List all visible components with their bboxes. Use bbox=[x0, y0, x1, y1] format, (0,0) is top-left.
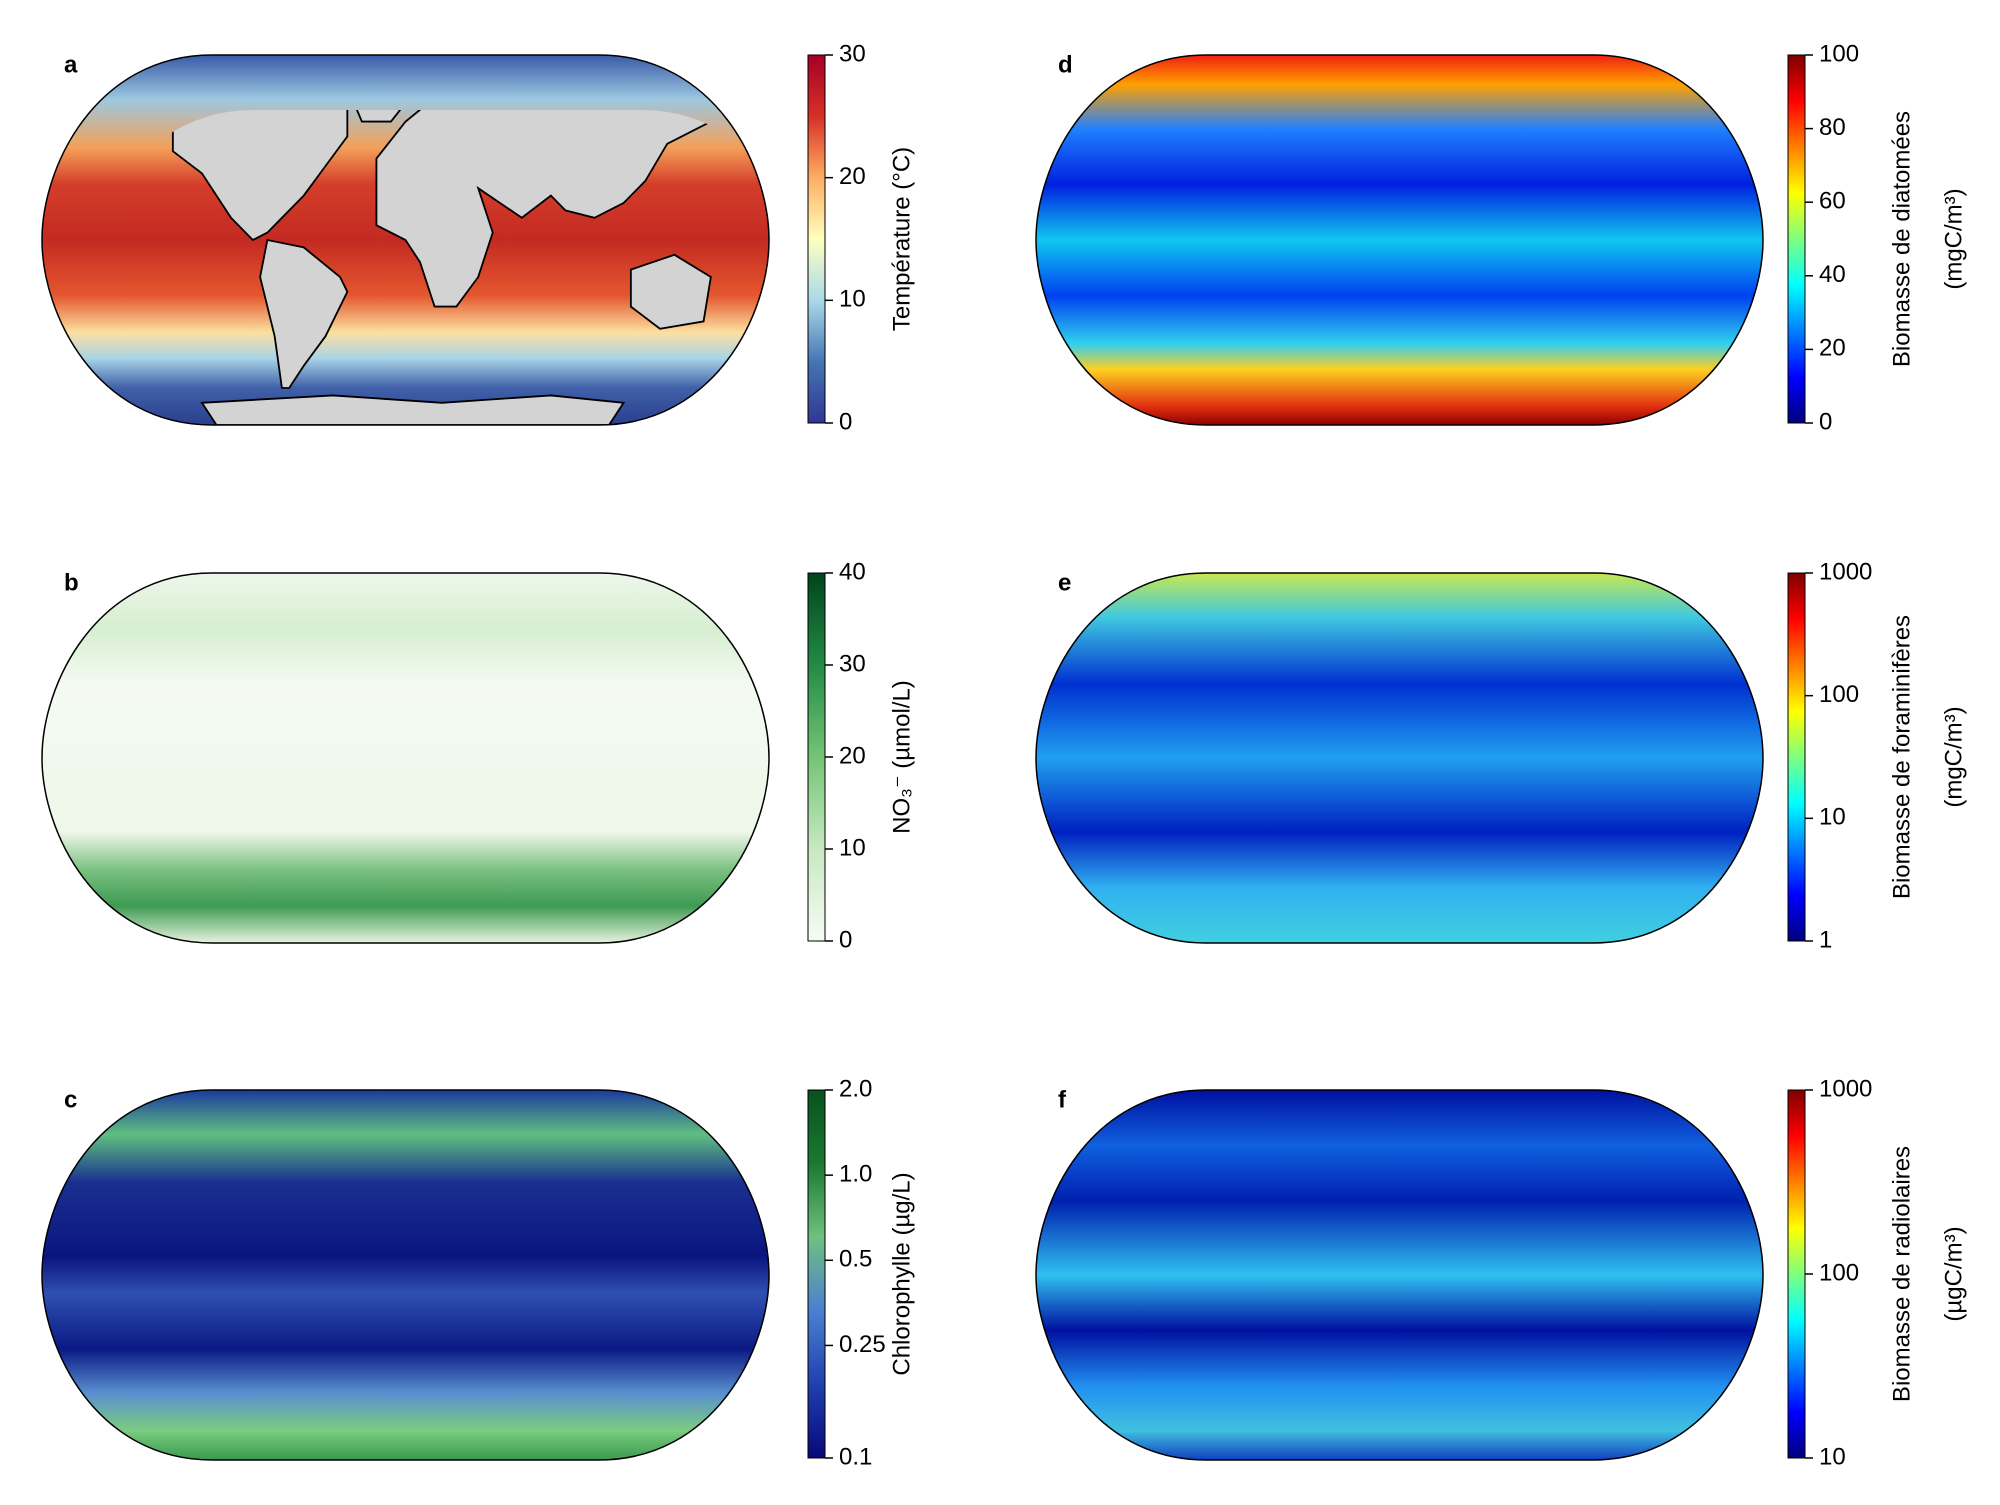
panel-letter: b bbox=[64, 569, 79, 596]
panel-letter: d bbox=[1058, 51, 1073, 78]
colorbar-label: (mgC/m³) bbox=[1940, 706, 1967, 807]
map-ocean bbox=[1036, 1090, 1763, 1460]
colorbar-label: Chlorophylle (µg/L) bbox=[888, 1172, 915, 1375]
colorbar-tick-label: 1000 bbox=[1819, 558, 1872, 585]
colorbar-tick-label: 2.0 bbox=[839, 1075, 872, 1102]
panel-letter: a bbox=[64, 51, 78, 78]
colorbar-label: (mgC/m³) bbox=[1940, 188, 1967, 289]
map-outline bbox=[1035, 54, 1764, 426]
colorbar bbox=[1787, 54, 1806, 424]
colorbar-tick-label: 20 bbox=[839, 742, 866, 769]
colorbar-tick-label: 10 bbox=[839, 834, 866, 861]
colorbar-tick-label: 10 bbox=[1819, 1443, 1846, 1470]
map-ocean bbox=[1036, 55, 1763, 425]
colorbar-tick-label: 30 bbox=[839, 650, 866, 677]
panel-letter: c bbox=[64, 1086, 77, 1113]
colorbar bbox=[1787, 572, 1806, 942]
colorbar bbox=[1787, 1089, 1806, 1459]
colorbar-tick-label: 0.5 bbox=[839, 1246, 872, 1273]
colorbar-label: NO₃⁻ (µmol/L) bbox=[888, 680, 915, 834]
colorbar-tick-label: 10 bbox=[839, 286, 866, 313]
colorbar-tick-label: 100 bbox=[1819, 681, 1859, 708]
colorbar-tick-label: 80 bbox=[1819, 114, 1846, 141]
map-outline bbox=[41, 572, 770, 944]
map-outline bbox=[41, 54, 770, 426]
colorbar-label: Biomasse de radiolaires bbox=[1888, 1146, 1915, 1402]
colorbar-tick-label: 10 bbox=[1819, 804, 1846, 831]
map-outline bbox=[41, 1089, 770, 1461]
panel-letter: f bbox=[1058, 1086, 1067, 1113]
colorbar bbox=[807, 1089, 826, 1459]
panel-letter: e bbox=[1058, 569, 1071, 596]
colorbar-tick-label: 60 bbox=[1819, 188, 1846, 215]
colorbar-tick-label: 0 bbox=[839, 926, 852, 953]
map-outline bbox=[1035, 572, 1764, 944]
colorbar-tick-label: 0 bbox=[839, 408, 852, 435]
colorbar-tick-label: 100 bbox=[1819, 40, 1859, 67]
colorbar-label: Biomasse de diatomées bbox=[1888, 111, 1915, 367]
colorbar-tick-label: 1000 bbox=[1819, 1075, 1872, 1102]
colorbar-tick-label: 0.1 bbox=[839, 1443, 872, 1470]
colorbar-tick-label: 30 bbox=[839, 40, 866, 67]
colorbar-tick-label: 40 bbox=[1819, 261, 1846, 288]
colorbar-tick-label: 40 bbox=[839, 558, 866, 585]
colorbar-label: Biomasse de foraminifères bbox=[1888, 615, 1915, 899]
map-outline bbox=[1035, 1089, 1764, 1461]
colorbar-tick-label: 0 bbox=[1819, 408, 1832, 435]
map-ocean bbox=[1036, 573, 1763, 943]
colorbar-tick-label: 1 bbox=[1819, 926, 1832, 953]
colorbar-tick-label: 1.0 bbox=[839, 1160, 872, 1187]
colorbar-tick-label: 100 bbox=[1819, 1259, 1859, 1286]
colorbar-tick-label: 20 bbox=[1819, 335, 1846, 362]
colorbar-label: (µgC/m³) bbox=[1940, 1226, 1967, 1321]
colorbar bbox=[807, 572, 826, 942]
colorbar-tick-label: 20 bbox=[839, 163, 866, 190]
colorbar-tick-label: 0.25 bbox=[839, 1331, 886, 1358]
map-ocean bbox=[42, 1090, 769, 1460]
colorbar-label: Température (°C) bbox=[888, 147, 915, 331]
colorbar bbox=[807, 54, 826, 424]
map-ocean bbox=[42, 573, 769, 943]
